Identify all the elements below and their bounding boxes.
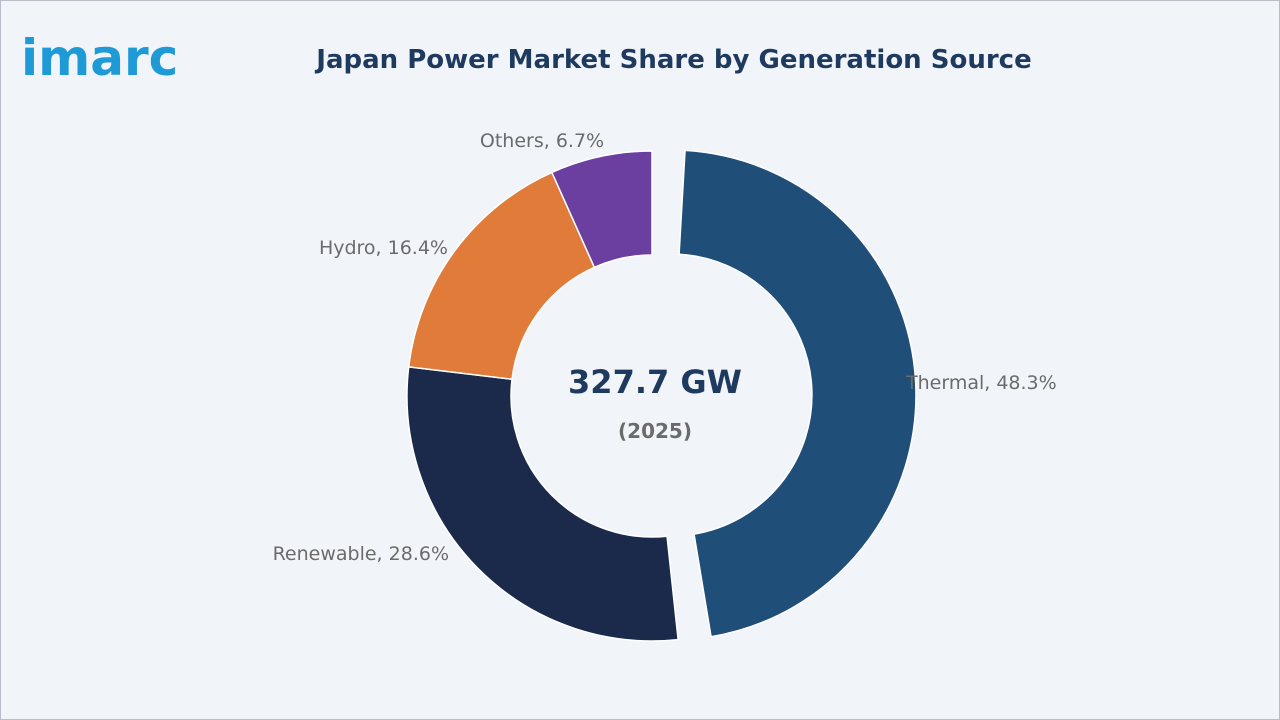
logo-wordmark: imarc bbox=[21, 29, 178, 85]
slice-label-others: Others, 6.7% bbox=[480, 130, 604, 152]
slice-renewable bbox=[406, 365, 679, 642]
slice-label-renewable: Renewable, 28.6% bbox=[273, 543, 449, 565]
chart-title: Japan Power Market Share by Generation S… bbox=[316, 45, 1032, 75]
center-total: 327.7 GW bbox=[568, 363, 742, 401]
slice-group bbox=[406, 149, 917, 642]
slice-others bbox=[550, 150, 653, 269]
slice-thermal bbox=[678, 149, 917, 638]
slice-label-group: Thermal, 48.3% Renewable, 28.6% Hydro, 16.… bbox=[273, 130, 1057, 565]
center-year: (2025) bbox=[618, 419, 692, 443]
imarc-logo: imarc bbox=[21, 29, 178, 85]
slice-hydro bbox=[407, 171, 596, 381]
slice-label-hydro: Hydro, 16.4% bbox=[319, 237, 448, 259]
slice-label-thermal: Thermal, 48.3% bbox=[905, 372, 1057, 394]
